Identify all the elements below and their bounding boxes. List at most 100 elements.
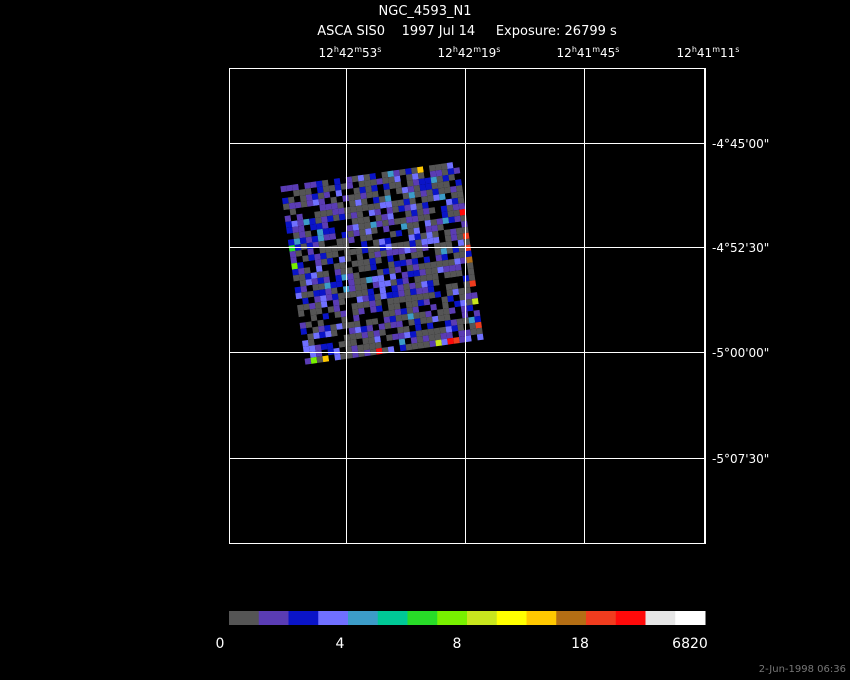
pixel (399, 302, 407, 309)
pixel (404, 246, 411, 254)
pixel (306, 200, 314, 207)
colorbar-swatch (407, 611, 438, 625)
pixel (282, 197, 289, 205)
pixel (379, 286, 387, 294)
pixel (380, 335, 387, 342)
pixel (404, 337, 412, 345)
pixel (380, 207, 388, 215)
pixel (400, 223, 408, 230)
pixel (398, 205, 406, 213)
pixel (310, 187, 318, 195)
pixel (350, 254, 358, 262)
pixel (444, 235, 452, 242)
pixel (336, 280, 343, 288)
pixel (349, 206, 357, 213)
pixel (329, 233, 337, 240)
pixel (452, 203, 460, 211)
ra-part: 12 (319, 46, 334, 60)
pixel (465, 292, 472, 300)
pixel (398, 338, 406, 346)
pixel (281, 191, 288, 199)
pixel (316, 356, 324, 363)
pixel (317, 277, 325, 285)
pixel (433, 194, 440, 202)
pixel (438, 187, 445, 195)
pixel (449, 222, 456, 230)
pixel (447, 168, 455, 175)
pixel (445, 241, 453, 248)
pixel (420, 317, 427, 325)
pixel (325, 203, 333, 211)
pixel (334, 183, 342, 191)
pixel (280, 185, 288, 193)
pixel (375, 347, 383, 355)
pixel (362, 210, 370, 218)
ra-part: 41 (697, 46, 712, 60)
pixel (470, 334, 478, 342)
pixel (432, 188, 440, 196)
pixel (434, 291, 442, 298)
pixel (366, 197, 374, 205)
pixel (307, 290, 315, 298)
pixel (440, 247, 448, 255)
pixel (426, 189, 434, 197)
pixel (380, 341, 388, 348)
pixel (430, 261, 438, 269)
pixel (444, 192, 452, 200)
pixel (366, 240, 374, 247)
pixel (336, 329, 344, 336)
pixel (303, 261, 310, 268)
pixel (397, 241, 405, 249)
pixel (321, 307, 329, 314)
pixel (363, 173, 371, 181)
pixel (409, 197, 417, 205)
pixel (292, 183, 300, 191)
pixel (436, 260, 444, 268)
pixel (301, 249, 309, 257)
dec-label: -5°00'00" (712, 346, 769, 360)
pixel (465, 298, 473, 306)
pixel (345, 346, 353, 353)
pixel (348, 236, 355, 244)
pixel (295, 207, 303, 215)
pixel (303, 309, 311, 317)
pixel (443, 271, 451, 279)
pixel (311, 193, 319, 201)
pixel (371, 318, 379, 325)
pixel (354, 326, 362, 334)
pixel (460, 263, 468, 270)
pixel (376, 311, 384, 319)
pixel (342, 279, 349, 287)
pixel (293, 238, 301, 245)
pixel (386, 291, 393, 299)
pixel (458, 287, 466, 295)
pixel (316, 271, 324, 279)
pixel (369, 257, 377, 265)
ra-label: 12h42m53s (319, 45, 382, 60)
pixel (287, 196, 295, 204)
pixel (412, 221, 420, 229)
pixel (300, 200, 308, 208)
pixel (357, 301, 365, 309)
pixel (284, 215, 292, 223)
pixel (327, 348, 335, 356)
pixel (450, 319, 458, 326)
pixel (335, 189, 343, 197)
pixel (290, 214, 298, 222)
pixel (343, 291, 351, 299)
pixel (431, 315, 439, 323)
pixel (454, 306, 462, 314)
pixel (439, 193, 446, 201)
pixel (414, 275, 421, 283)
pixel (433, 327, 441, 335)
pixel (406, 307, 414, 314)
pixel (364, 313, 372, 320)
pixel (422, 202, 429, 209)
pixel (423, 298, 431, 306)
pixel (397, 326, 404, 334)
pixel (374, 208, 382, 216)
pixel (291, 262, 298, 270)
pixel (459, 293, 466, 301)
pixel (473, 309, 481, 317)
pixel (417, 299, 425, 307)
